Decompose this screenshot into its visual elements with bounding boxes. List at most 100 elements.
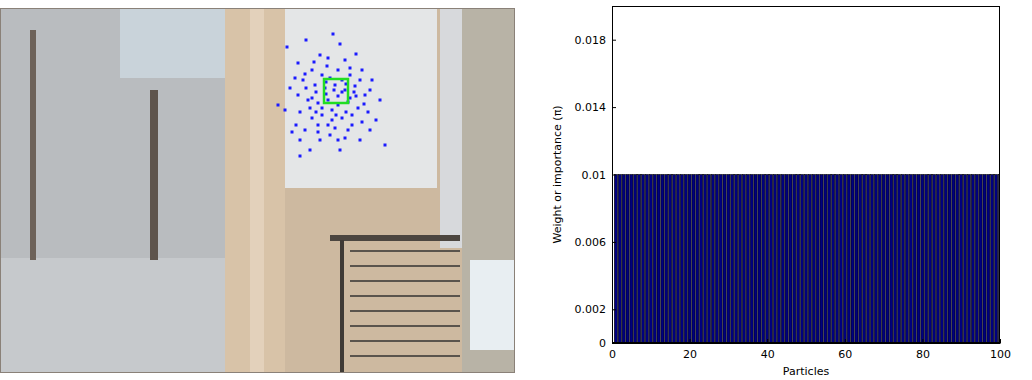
particle: [305, 39, 308, 42]
bar: [987, 175, 990, 344]
particle: [291, 131, 294, 134]
x-tick-label: 20: [683, 348, 697, 361]
particle: [317, 124, 320, 127]
bar: [859, 175, 862, 344]
bar: [731, 175, 734, 344]
bar: [727, 175, 730, 344]
particle: [369, 89, 372, 92]
bar: [956, 175, 959, 344]
particle: [304, 73, 307, 76]
bar: [777, 175, 780, 344]
bar: [657, 175, 660, 344]
particle: [327, 124, 330, 127]
y-tick: 0.014: [575, 101, 617, 114]
particle: [297, 94, 300, 97]
bar: [653, 175, 656, 344]
particle: [327, 99, 330, 102]
particle: [311, 97, 314, 100]
particle: [307, 99, 310, 102]
bar: [952, 175, 955, 344]
particle: [357, 107, 360, 110]
y-tick: 0.018: [575, 34, 617, 47]
x-tick-label: 0: [609, 348, 616, 361]
particle: [313, 61, 316, 64]
bar: [742, 175, 745, 344]
bar: [661, 175, 664, 344]
bar: [626, 175, 629, 344]
bar: [638, 175, 641, 344]
particle: [344, 59, 347, 62]
bar: [832, 175, 835, 344]
bar: [634, 175, 637, 344]
particle: [349, 74, 352, 77]
bar: [909, 175, 912, 344]
particle: [329, 134, 332, 137]
bar: [828, 175, 831, 344]
particle: [349, 67, 352, 70]
bar: [719, 175, 722, 344]
particle: [304, 129, 307, 132]
y-axis: 0 0.002 0.006 0.01 0.014 0.018: [575, 7, 617, 351]
particle: [319, 139, 322, 142]
photo-region: [120, 8, 230, 78]
particle: [341, 117, 344, 120]
bar: [692, 175, 695, 344]
bar: [770, 175, 773, 344]
y-tick-label: 0.014: [575, 101, 607, 114]
bar: [711, 175, 714, 344]
bar: [618, 175, 621, 344]
bar: [789, 175, 792, 344]
particle: [335, 114, 338, 117]
y-tick: 0: [599, 337, 616, 350]
bar: [738, 175, 741, 344]
bar: [975, 175, 978, 344]
bar: [704, 175, 707, 344]
range-frame: [1, 9, 515, 373]
particle: [311, 117, 314, 120]
particle: [354, 85, 357, 88]
bar: [855, 175, 858, 344]
bar-panel: 02040608010000.0020.0060.010.0140.018Par…: [551, 6, 1012, 378]
bar: [797, 175, 800, 344]
bar: [964, 175, 967, 344]
y-tick-label: 0.006: [575, 236, 607, 249]
bar: [715, 175, 718, 344]
y-tick-label: 0.018: [575, 34, 607, 47]
particle: [333, 89, 336, 92]
y-tick: 0.006: [575, 236, 617, 249]
particle: [339, 149, 342, 152]
particle: [315, 91, 318, 94]
particle: [284, 109, 287, 112]
particle: [344, 89, 347, 92]
x-tick-mark: [1000, 339, 1001, 343]
bar: [793, 175, 796, 344]
particle: [305, 87, 308, 90]
particle: [321, 74, 324, 77]
bar: [898, 175, 901, 344]
particle: [297, 62, 300, 65]
bar: [925, 175, 928, 344]
bar: [785, 175, 788, 344]
bar: [676, 175, 679, 344]
bar: [932, 175, 935, 344]
y-tick: 0.01: [582, 169, 617, 182]
particle: [345, 111, 348, 114]
x-tick-label: 60: [838, 348, 852, 361]
y-tick: 0.002: [575, 303, 617, 316]
particle: [317, 102, 320, 105]
bar: [766, 175, 769, 344]
y-tick-label: 0.002: [575, 303, 607, 316]
bar: [948, 175, 951, 344]
bar: [684, 175, 687, 344]
bar: [804, 175, 807, 344]
photo-region: [30, 30, 36, 260]
bar: [991, 175, 994, 344]
y-axis-title: Weight or importance (π): [551, 105, 564, 243]
bar: [669, 175, 672, 344]
photo-panel: [0, 8, 515, 373]
bar: [645, 175, 648, 344]
particle: [302, 79, 305, 82]
bar: [649, 175, 652, 344]
particle: [319, 54, 322, 57]
plot-background: [612, 6, 1000, 343]
